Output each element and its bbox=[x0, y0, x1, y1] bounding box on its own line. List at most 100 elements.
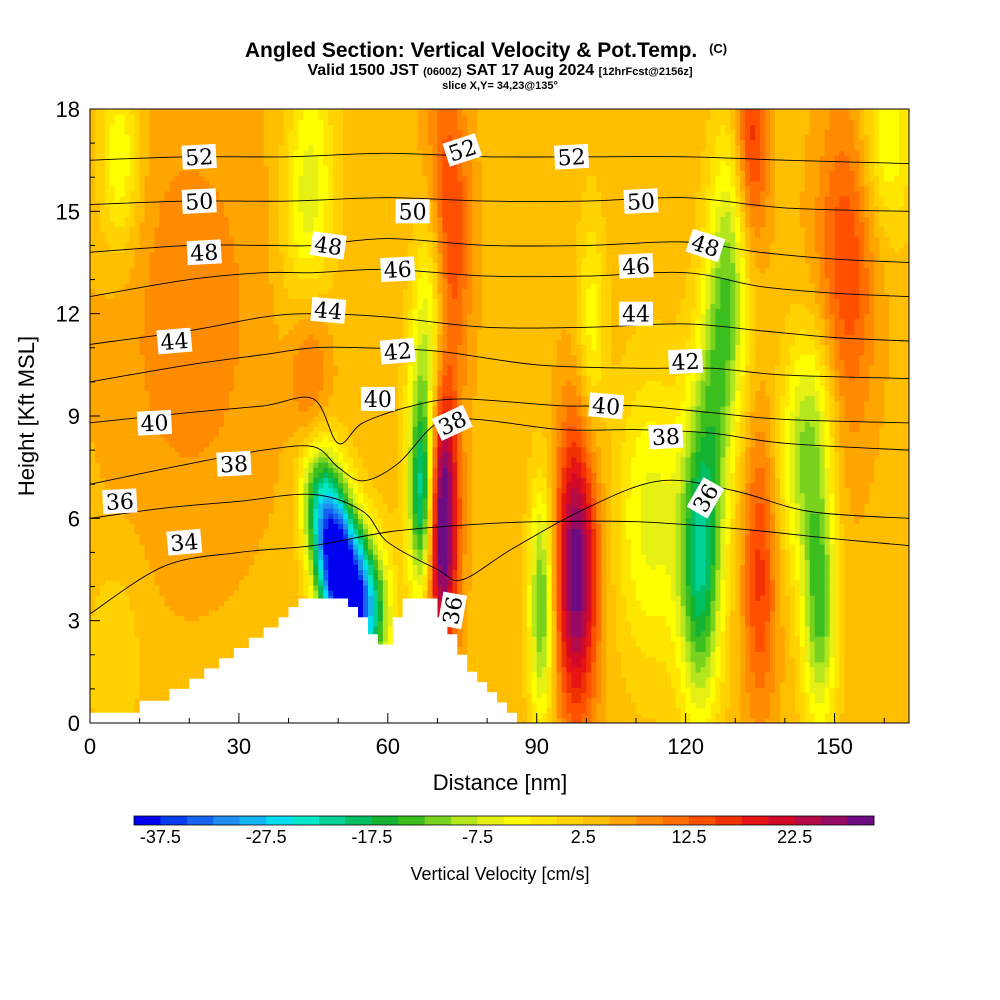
heatmap-cell bbox=[95, 626, 101, 632]
heatmap-cell bbox=[120, 140, 126, 146]
heatmap-cell bbox=[135, 114, 141, 120]
heatmap-cell bbox=[204, 529, 210, 535]
heatmap-cell bbox=[239, 631, 245, 637]
heatmap-cell bbox=[159, 544, 165, 550]
heatmap-cell bbox=[100, 227, 106, 233]
heatmap-cell bbox=[110, 268, 116, 274]
heatmap-cell bbox=[224, 160, 230, 166]
heatmap-cell bbox=[130, 559, 136, 565]
heatmap-cell bbox=[189, 523, 195, 529]
heatmap-cell bbox=[110, 263, 116, 269]
heatmap-cell bbox=[204, 227, 210, 233]
heatmap-cell bbox=[199, 636, 205, 642]
heatmap-cell bbox=[115, 483, 121, 489]
heatmap-cell bbox=[229, 539, 235, 545]
heatmap-cell bbox=[90, 211, 96, 217]
heatmap-cell bbox=[209, 447, 215, 453]
heatmap-cell bbox=[135, 697, 141, 703]
heatmap-cell bbox=[209, 385, 215, 391]
heatmap-cell bbox=[209, 344, 215, 350]
heatmap-cell bbox=[214, 114, 220, 120]
heatmap-cell bbox=[174, 303, 180, 309]
heatmap-cell bbox=[159, 447, 165, 453]
heatmap-cell bbox=[214, 375, 220, 381]
heatmap-cell bbox=[100, 370, 106, 376]
heatmap-cell bbox=[100, 349, 106, 355]
heatmap-cell bbox=[90, 170, 96, 176]
heatmap-cell bbox=[209, 232, 215, 238]
heatmap-cell bbox=[174, 268, 180, 274]
heatmap-cell bbox=[90, 252, 96, 258]
heatmap-cell bbox=[179, 135, 185, 141]
heatmap-cell bbox=[164, 493, 170, 499]
heatmap-cell bbox=[234, 176, 240, 182]
heatmap-cell bbox=[95, 406, 101, 412]
heatmap-cell bbox=[150, 462, 156, 468]
heatmap-cell bbox=[120, 447, 126, 453]
heatmap-cell bbox=[159, 186, 165, 192]
heatmap-cell bbox=[164, 508, 170, 514]
heatmap-cell bbox=[209, 176, 215, 182]
heatmap-cell bbox=[115, 145, 121, 151]
heatmap-cell bbox=[199, 176, 205, 182]
heatmap-cell bbox=[135, 319, 141, 325]
heatmap-cell bbox=[234, 344, 240, 350]
heatmap-cell bbox=[90, 677, 96, 683]
heatmap-cell bbox=[204, 662, 210, 668]
heatmap-cell bbox=[125, 355, 131, 361]
heatmap-cell bbox=[105, 401, 111, 407]
heatmap-cell bbox=[100, 595, 106, 601]
heatmap-cell bbox=[249, 539, 255, 545]
heatmap-cell bbox=[140, 477, 146, 483]
heatmap-cell bbox=[174, 191, 180, 197]
heatmap-cell bbox=[209, 452, 215, 458]
heatmap-cell bbox=[120, 160, 126, 166]
heatmap-cell bbox=[214, 298, 220, 304]
heatmap-cell bbox=[224, 600, 230, 606]
heatmap-cell bbox=[209, 334, 215, 340]
heatmap-cell bbox=[199, 513, 205, 519]
heatmap-cell bbox=[204, 570, 210, 576]
heatmap-cell bbox=[135, 170, 141, 176]
heatmap-cell bbox=[140, 595, 146, 601]
heatmap-cell bbox=[179, 375, 185, 381]
heatmap-cell bbox=[150, 278, 156, 284]
heatmap-cell bbox=[130, 682, 136, 688]
heatmap-cell bbox=[184, 641, 190, 647]
heatmap-cell bbox=[100, 145, 106, 151]
heatmap-cell bbox=[95, 344, 101, 350]
heatmap-cell bbox=[155, 124, 161, 130]
heatmap-cell bbox=[199, 631, 205, 637]
heatmap-cell bbox=[105, 436, 111, 442]
heatmap-cell bbox=[244, 268, 250, 274]
heatmap-cell bbox=[105, 549, 111, 555]
heatmap-cell bbox=[125, 600, 131, 606]
heatmap-cell bbox=[214, 129, 220, 135]
heatmap-cell bbox=[209, 314, 215, 320]
heatmap-cell bbox=[150, 263, 156, 269]
heatmap-cell bbox=[244, 570, 250, 576]
heatmap-cell bbox=[184, 181, 190, 187]
heatmap-cell bbox=[234, 380, 240, 386]
heatmap-cell bbox=[150, 344, 156, 350]
heatmap-cell bbox=[229, 385, 235, 391]
heatmap-cell bbox=[105, 554, 111, 560]
heatmap-cell bbox=[214, 549, 220, 555]
heatmap-cell bbox=[110, 590, 116, 596]
heatmap-cell bbox=[184, 396, 190, 402]
heatmap-cell bbox=[120, 196, 126, 202]
heatmap-cell bbox=[214, 385, 220, 391]
heatmap-cell bbox=[90, 467, 96, 473]
heatmap-cell bbox=[100, 672, 106, 678]
heatmap-cell bbox=[110, 370, 116, 376]
heatmap-cell bbox=[189, 559, 195, 565]
heatmap-cell bbox=[120, 575, 126, 581]
heatmap-cell bbox=[95, 529, 101, 535]
heatmap-cell bbox=[159, 605, 165, 611]
heatmap-cell bbox=[159, 570, 165, 576]
heatmap-cell bbox=[130, 462, 136, 468]
heatmap-cell bbox=[115, 191, 121, 197]
heatmap-cell bbox=[184, 616, 190, 622]
heatmap-cell bbox=[125, 344, 131, 350]
heatmap-cell bbox=[179, 518, 185, 524]
